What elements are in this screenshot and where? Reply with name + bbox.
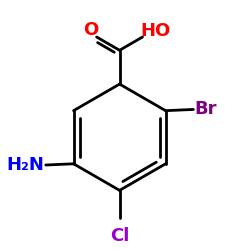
Text: Br: Br [194,100,217,118]
Text: H₂N: H₂N [7,156,44,174]
Text: Cl: Cl [110,226,129,244]
Text: O: O [83,21,98,39]
Text: HO: HO [141,22,171,40]
